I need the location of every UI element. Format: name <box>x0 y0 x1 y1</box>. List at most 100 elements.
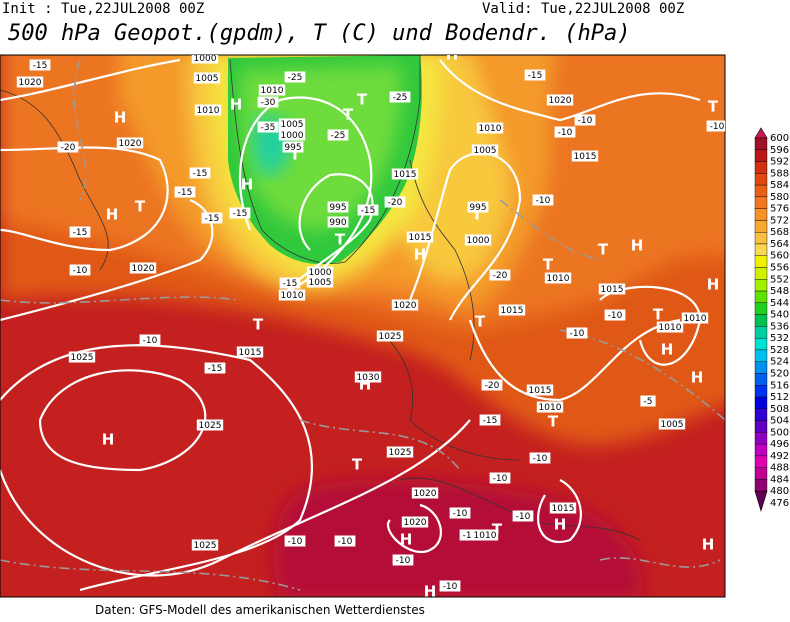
isoline-label-box <box>406 231 434 243</box>
isoline-label-box <box>278 289 306 301</box>
isoline-label: -15 <box>178 188 193 198</box>
isoline-label: 995 <box>284 143 301 153</box>
isoline-label-box <box>334 535 356 547</box>
isoline-label: 995 <box>329 203 346 213</box>
init-label: Init : Tue,22JUL2008 00Z <box>2 1 204 17</box>
colorbar-label: 536 <box>770 321 789 332</box>
colorbar-label: 584 <box>770 180 789 191</box>
colorbar-cell <box>754 184 768 198</box>
isoline-label: -30 <box>261 98 276 108</box>
isoline-label: -15 <box>233 209 248 219</box>
isoline-label: 1010 <box>281 291 304 301</box>
isoline-label-box <box>386 446 414 458</box>
colorbar-cell <box>754 396 768 410</box>
isoline-label: 1015 <box>601 285 624 295</box>
isoline-label-box <box>640 395 656 407</box>
pressure-center: H <box>554 516 567 534</box>
colorbar-label: 588 <box>770 168 789 179</box>
colorbar-label: 480 <box>770 486 789 497</box>
isoline-label-box <box>193 72 221 84</box>
colorbar-cell <box>754 432 768 445</box>
isoline-label-box <box>282 141 304 153</box>
isoline-label: 1015 <box>552 504 575 514</box>
pressure-center: T <box>548 413 559 431</box>
isoline-label: 1025 <box>389 448 412 458</box>
colorbar-cell <box>754 231 768 245</box>
isoline-label: -20 <box>493 271 508 281</box>
isoline-label: 1020 <box>394 301 417 311</box>
isoline-label: 1015 <box>529 386 552 396</box>
data-source: Daten: GFS-Modell des amerikanischen Wet… <box>95 603 425 617</box>
isoline-label-box <box>598 283 626 295</box>
pressure-center: H <box>702 536 715 554</box>
isoline-label-box <box>391 168 419 180</box>
isoline-label: 1005 <box>309 278 332 288</box>
colorbar-label: 564 <box>770 239 789 250</box>
colorbar-cell <box>754 408 768 421</box>
pressure-center: T <box>352 456 363 474</box>
isoline-label-box <box>529 452 551 464</box>
colorbar-label: 484 <box>770 474 789 485</box>
colorbar-label: 496 <box>770 439 789 450</box>
isoline-label-box <box>512 510 534 522</box>
isoline-label: 1015 <box>409 233 432 243</box>
colorbar-cell <box>754 137 768 150</box>
colorbar-cell <box>754 149 768 162</box>
pressure-center: T <box>598 241 609 259</box>
isoline-label: 1000 <box>194 54 217 64</box>
isoline-label-box <box>174 186 196 198</box>
isoline-label: -10 <box>288 537 303 547</box>
isoline-label: -25 <box>288 73 303 83</box>
colorbar-cell <box>754 161 768 174</box>
map-area <box>0 55 725 597</box>
isoline-label: -15 <box>528 71 543 81</box>
isoline-label: -20 <box>61 143 76 153</box>
pressure-center: H <box>106 206 119 224</box>
colorbar-label: 556 <box>770 263 789 274</box>
isoline-label: -15 <box>208 364 223 374</box>
isoline-label-box <box>706 120 725 132</box>
isoline-label-box <box>384 196 406 208</box>
isoline-label-box <box>139 334 161 346</box>
isoline-label-box <box>306 266 334 278</box>
pressure-center: H <box>691 369 704 387</box>
colorbar-cell <box>754 479 768 492</box>
colorbar-label: 512 <box>770 392 789 403</box>
pressure-center: H <box>414 246 427 264</box>
colorbar-label: 568 <box>770 227 789 238</box>
isoline-label-box <box>201 212 223 224</box>
pressure-center: T <box>290 146 301 164</box>
isoline-label-box <box>327 129 349 141</box>
isoline-label: -10 <box>536 196 551 206</box>
isoline-label: 1020 <box>132 264 155 274</box>
isoline-label: 1000 <box>467 236 490 246</box>
pressure-center: T <box>472 206 483 224</box>
isoline-label-box <box>191 55 219 64</box>
isoline-label: -15 <box>483 416 498 426</box>
isoline-label-box <box>191 539 219 551</box>
colorbar-cell <box>754 349 768 362</box>
isoline-label-box <box>401 516 429 528</box>
pressure-center: H <box>114 109 127 127</box>
isoline-label: 1020 <box>19 78 42 88</box>
pressure-center: T <box>475 313 486 331</box>
isoline-label-box <box>278 129 306 141</box>
colorbar-label: 580 <box>770 192 789 203</box>
colorbar-cell <box>754 196 768 209</box>
valid-label: Valid: Tue,22JUL2008 00Z <box>482 1 684 17</box>
isoline-label-box <box>524 69 546 81</box>
isoline-label-box <box>236 346 264 358</box>
isoline-label-box <box>411 487 439 499</box>
isoline-label: -10 <box>558 128 573 138</box>
pressure-center: H <box>241 176 254 194</box>
colorbar-label: 504 <box>770 416 789 427</box>
isoline-label-box <box>306 276 334 288</box>
pressure-center: H <box>446 46 459 64</box>
pressure-center: T <box>343 106 354 124</box>
isoline-label: 1015 <box>574 152 597 162</box>
isoline-label-box <box>69 226 91 238</box>
colorbar-cell <box>754 173 768 186</box>
isoline-label-box <box>278 118 306 130</box>
isoline-label: -10 <box>608 311 623 321</box>
isoline-label: -20 <box>485 381 500 391</box>
